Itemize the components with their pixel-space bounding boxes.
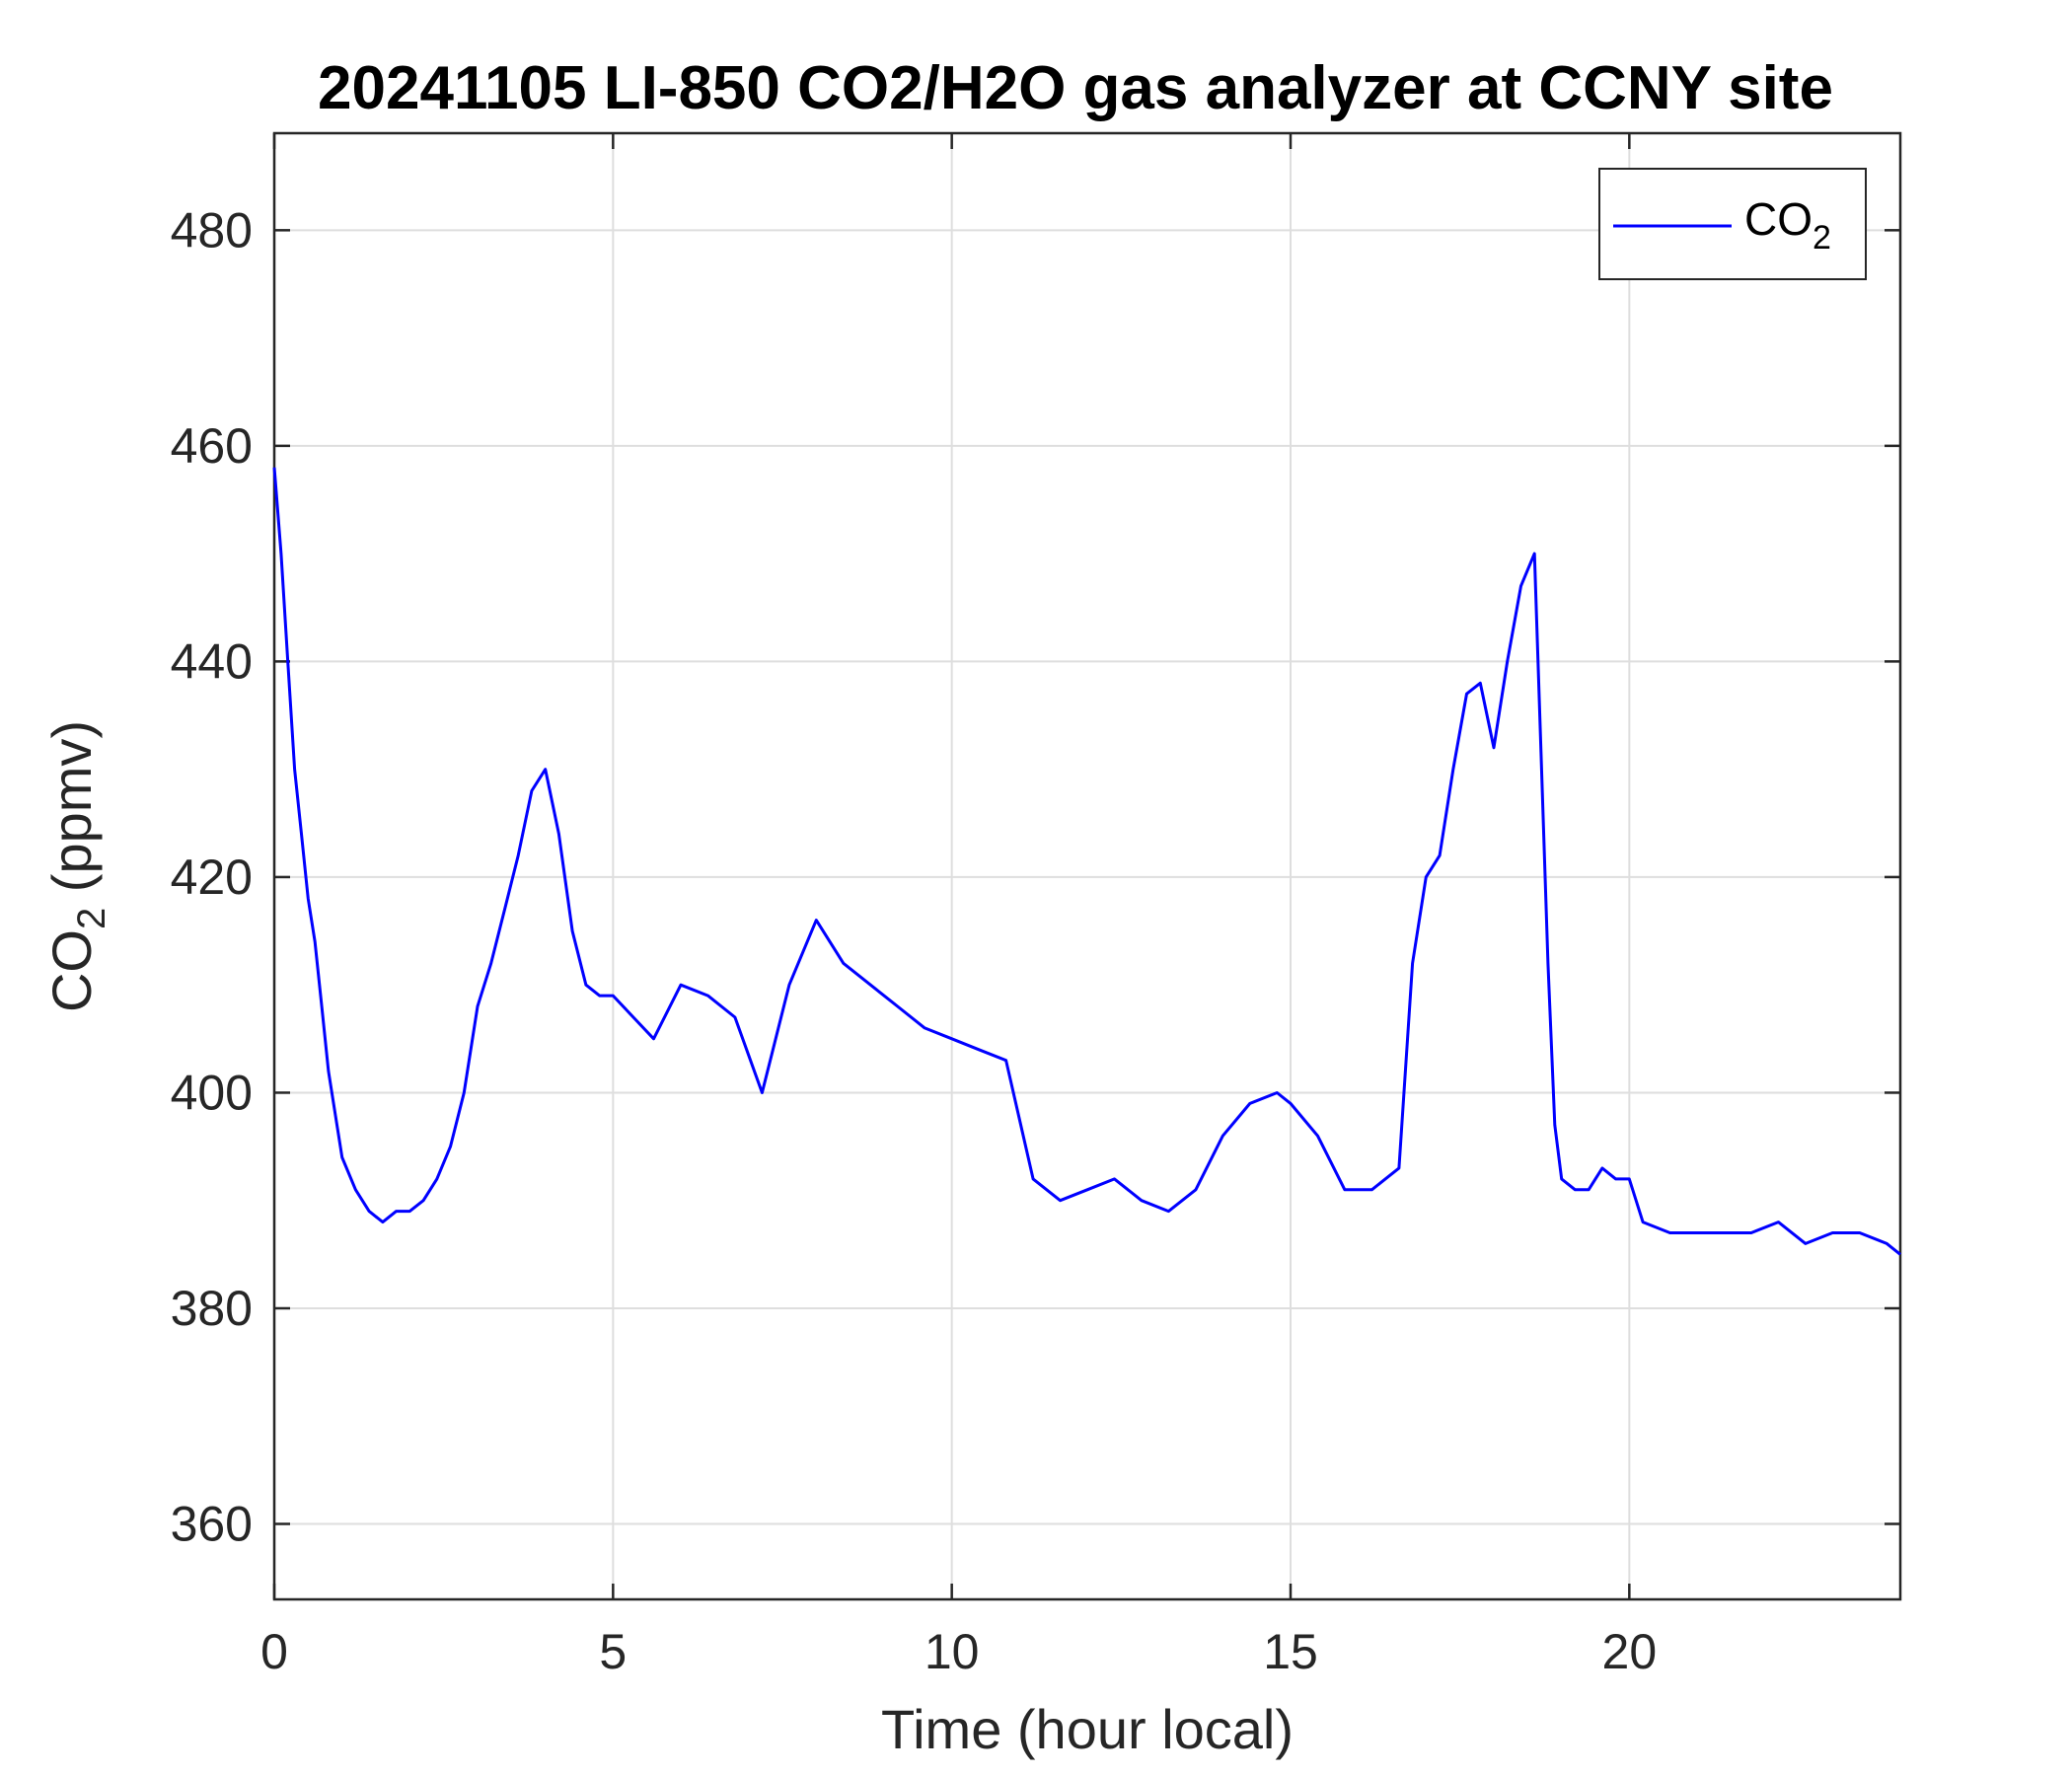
y-tick-label: 380 bbox=[171, 1281, 253, 1336]
x-tick-label: 0 bbox=[260, 1624, 288, 1679]
legend: CO2 bbox=[1598, 168, 1867, 280]
y-axis-label-main: CO bbox=[40, 929, 103, 1012]
chart-title: 20241105 LI-850 CO2/H2O gas analyzer at … bbox=[318, 54, 1833, 122]
y-axis-label-tail: (ppmv) bbox=[40, 720, 103, 908]
y-tick-label: 400 bbox=[171, 1065, 253, 1120]
legend-label-co2: CO2 bbox=[1744, 193, 1831, 257]
y-tick-label: 360 bbox=[171, 1497, 253, 1552]
y-tick-label: 480 bbox=[171, 202, 253, 258]
legend-label-sub: 2 bbox=[1813, 219, 1831, 257]
x-tick-label: 15 bbox=[1263, 1624, 1318, 1679]
tick-marks bbox=[272, 133, 1900, 1599]
y-tick-label: 420 bbox=[171, 850, 253, 905]
legend-box bbox=[1598, 168, 1867, 280]
plot-frame bbox=[272, 131, 1902, 1601]
x-tick-labels: 0 5 10 15 20 bbox=[260, 1624, 1657, 1679]
y-tick-labels: 360 380 400 420 440 460 480 bbox=[171, 202, 253, 1551]
y-axis-label: CO2 (ppmv) bbox=[40, 720, 113, 1012]
plot-area bbox=[272, 467, 1901, 1256]
x-tick-label: 5 bbox=[599, 1624, 627, 1679]
series-line-co2 bbox=[272, 467, 1901, 1256]
y-axis-label-sub: 2 bbox=[70, 908, 113, 929]
grid-lines bbox=[273, 133, 1900, 1599]
y-tick-label: 460 bbox=[171, 418, 253, 474]
x-tick-label: 20 bbox=[1602, 1624, 1658, 1679]
legend-label-main: CO bbox=[1744, 193, 1813, 245]
x-tick-label: 10 bbox=[925, 1624, 980, 1679]
x-axis-label: Time (hour local) bbox=[881, 1698, 1294, 1760]
y-tick-label: 440 bbox=[171, 633, 253, 689]
